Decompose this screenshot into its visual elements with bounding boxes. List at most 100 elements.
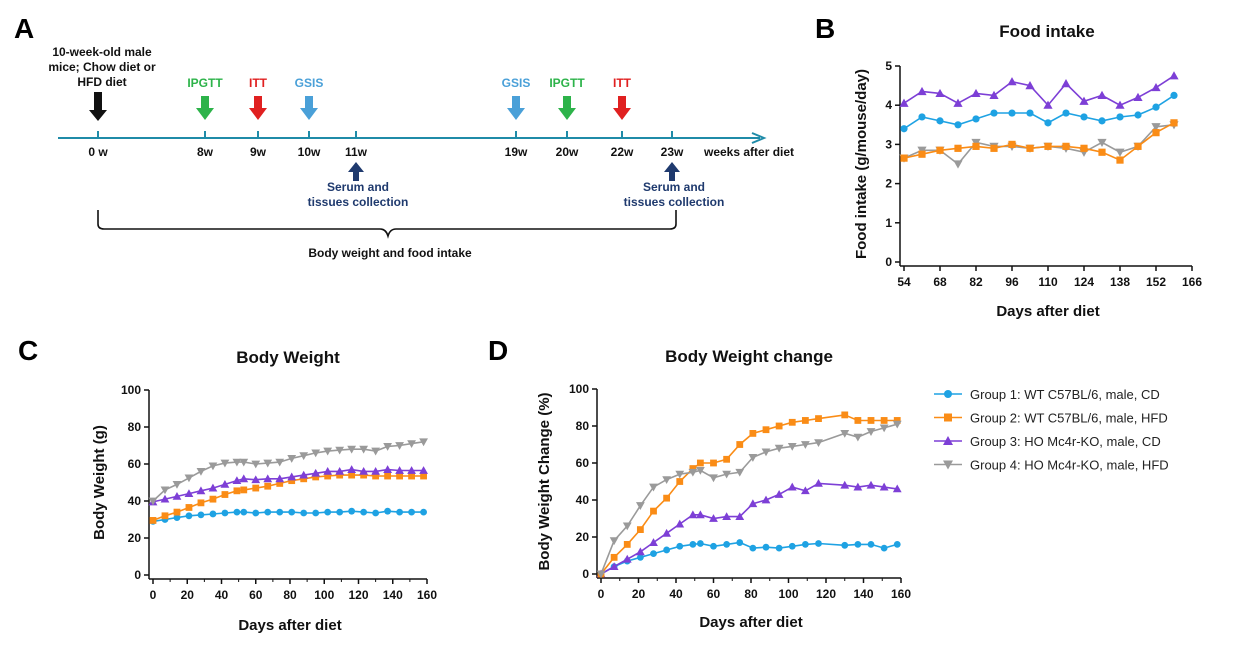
- data-point: [408, 472, 415, 480]
- data-point: [695, 510, 705, 519]
- data-point: [800, 486, 810, 495]
- data-point: [336, 471, 344, 479]
- data-point: [252, 509, 260, 517]
- data-point: [1115, 148, 1125, 157]
- data-point: [722, 512, 732, 521]
- data-point: [971, 88, 981, 98]
- data-point: [1133, 92, 1143, 101]
- collection-label: tissues collection: [624, 195, 725, 209]
- data-point: [1080, 113, 1088, 121]
- data-point: [867, 541, 875, 548]
- data-point: [775, 422, 783, 430]
- data-point: [709, 514, 718, 522]
- x-tick-label: 60: [249, 588, 263, 602]
- x-tick-label: 110: [1038, 275, 1058, 289]
- data-point: [275, 474, 285, 483]
- y-tick-label: 20: [576, 530, 590, 544]
- data-point: [1008, 109, 1016, 117]
- data-point: [160, 486, 170, 495]
- data-point: [348, 471, 356, 479]
- data-point: [1062, 142, 1070, 150]
- x-tick-label: 0: [150, 588, 157, 602]
- x-tick-label: 0: [598, 587, 605, 601]
- data-point: [419, 438, 428, 447]
- y-tick-label: 0: [582, 567, 589, 581]
- x-tick-label: 100: [314, 588, 334, 602]
- event-label: GSIS: [295, 76, 324, 90]
- y-tick-label: 0: [885, 255, 892, 269]
- data-point: [251, 475, 261, 484]
- y-axis-label: Food intake (g/mouse/day): [853, 69, 870, 259]
- data-point: [1097, 90, 1107, 99]
- data-point: [1134, 111, 1142, 119]
- data-point: [348, 507, 356, 515]
- data-point: [1151, 123, 1161, 132]
- event-arrow-icon: [249, 96, 267, 120]
- data-point: [917, 86, 927, 96]
- data-point: [761, 448, 771, 457]
- data-point: [880, 544, 888, 552]
- data-point: [1170, 91, 1178, 99]
- x-tick-label: 152: [1146, 275, 1166, 289]
- food-intake-chart: Food intake 54 68 82 96 110 124 138 152 166 0 1 2 3 4 5…: [853, 22, 1202, 320]
- data-point: [696, 459, 704, 467]
- timeline-panel: weeks after diet 0 w 8w 9w 10w 11w 19w 20w 22w 23…: [48, 45, 794, 260]
- y-tick-label: 100: [569, 382, 589, 396]
- data-point: [622, 554, 632, 563]
- data-point: [663, 546, 671, 554]
- data-point: [407, 466, 416, 474]
- timeline-axis-label: weeks after diet: [703, 145, 794, 159]
- data-point: [240, 486, 248, 494]
- data-point: [722, 470, 732, 479]
- collection-label: Serum and: [643, 180, 705, 194]
- data-point: [221, 491, 229, 498]
- collection-label: Serum and: [327, 180, 389, 194]
- data-point: [972, 115, 980, 123]
- data-point: [989, 90, 999, 99]
- body-weight-chart: Body Weight 0 20 40 60 80 100 120 140 160 0 20 40 60 8…: [91, 348, 437, 634]
- data-point: [1170, 119, 1178, 127]
- data-point: [1079, 96, 1089, 105]
- data-point: [233, 487, 241, 495]
- chart-title: Food intake: [999, 22, 1094, 41]
- y-tick-label: 0: [134, 568, 141, 582]
- data-point: [185, 504, 193, 511]
- x-tick-label: 138: [1110, 275, 1130, 289]
- y-tick-label: 80: [576, 419, 590, 433]
- data-point: [676, 542, 684, 550]
- event-label: IPGTT: [549, 76, 585, 90]
- data-point: [220, 459, 230, 468]
- data-point: [695, 467, 705, 475]
- data-point: [801, 541, 809, 548]
- event-label: IPGTT: [187, 76, 223, 90]
- data-point: [954, 121, 962, 129]
- data-point: [396, 508, 403, 516]
- data-point: [709, 474, 718, 483]
- data-point: [208, 483, 218, 492]
- data-point: [662, 528, 672, 537]
- data-point: [900, 154, 908, 162]
- data-point: [1080, 144, 1088, 152]
- data-point: [787, 482, 797, 491]
- data-point: [1044, 119, 1052, 127]
- data-point: [650, 507, 657, 515]
- data-point: [408, 508, 415, 516]
- data-point: [347, 445, 357, 454]
- series-line-g1: [903, 94, 1175, 130]
- data-point: [312, 509, 320, 517]
- start-note-text: HFD diet: [77, 75, 126, 89]
- data-point: [815, 540, 822, 547]
- data-point: [688, 510, 698, 519]
- y-tick-label: 80: [128, 420, 142, 434]
- data-point: [1151, 82, 1161, 92]
- y-axis-label: Body Weight (g): [91, 425, 108, 540]
- x-tick-label: 166: [1182, 275, 1202, 289]
- data-point: [761, 495, 771, 504]
- series-line-g1: [600, 541, 898, 575]
- data-point: [311, 449, 321, 458]
- data-point: [396, 472, 403, 480]
- data-point: [893, 541, 901, 548]
- x-tick-label: 40: [215, 588, 229, 602]
- data-point: [299, 452, 309, 461]
